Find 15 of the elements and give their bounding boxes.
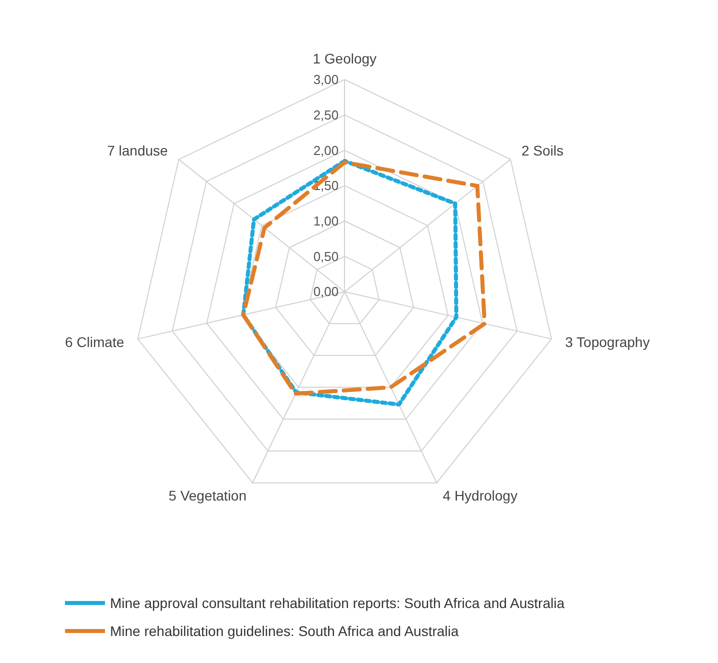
- y-tick-label: 1,00: [313, 214, 339, 228]
- y-tick-label: 2,00: [313, 142, 339, 158]
- y-tick-label: 2,50: [313, 107, 339, 122]
- spoke-label: 4 Hydrology: [442, 487, 518, 504]
- y-tick-label: 3,00: [313, 72, 339, 88]
- y-tick-label: 0,00: [313, 284, 339, 300]
- legend-label: Mine approval consultant rehabilitation reports: South Africa and Australia: [110, 595, 565, 611]
- y-tick-label: 0,50: [313, 248, 339, 264]
- spoke-label: 5 Vegetation: [168, 487, 247, 504]
- spoke-label: 2 Soils: [521, 142, 564, 159]
- spoke-label: 1 Geology: [312, 50, 377, 67]
- legend-label: Mine rehabilitation guidelines: South Africa and Australia: [110, 623, 459, 639]
- spoke-label: 7 landuse: [107, 142, 168, 159]
- spoke-label: 6 Climate: [65, 334, 124, 350]
- spoke-label: 3 Topography: [565, 334, 650, 350]
